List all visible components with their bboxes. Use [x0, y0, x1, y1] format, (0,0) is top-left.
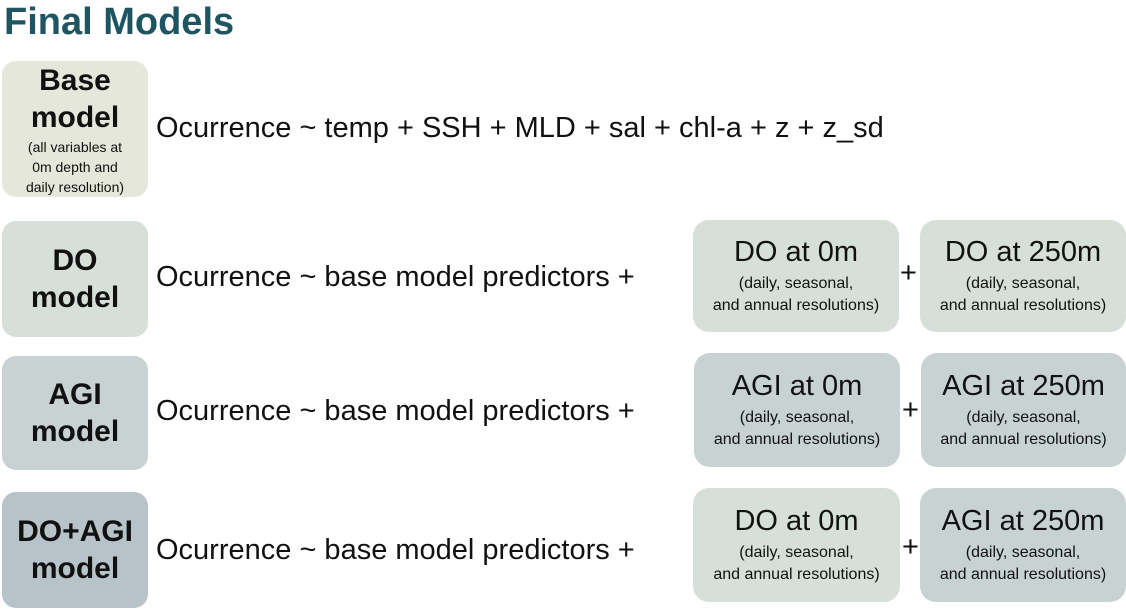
do-agi-model-title-line2: model [30, 552, 120, 585]
do-agi-model-predictor-1-note: (daily, seasonal, and annual resolutions… [713, 542, 879, 586]
note-line: and annual resolutions) [713, 431, 881, 448]
agi-model-predictor-1: AGI at 0m (daily, seasonal, and annual r… [694, 353, 900, 467]
agi-model-predictor-2-note: (daily, seasonal, and annual resolutions… [940, 407, 1106, 451]
note-line: (daily, seasonal, [739, 544, 854, 561]
do-agi-model-plus: + [902, 531, 919, 563]
do-agi-model-predictor-1: DO at 0m (daily, seasonal, and annual re… [693, 488, 900, 602]
base-model-note-line3: daily resolution) [25, 178, 125, 195]
do-agi-model-predictor-2-name: AGI at 250m [941, 505, 1105, 537]
note-line: and annual resolutions) [713, 566, 880, 583]
note-line: (daily, seasonal, [965, 275, 1081, 292]
do-agi-model-title-line1: DO+AGI [17, 515, 133, 548]
agi-model-plus: + [902, 394, 919, 426]
do-model-predictor-2-note: (daily, seasonal, and annual resolutions… [940, 273, 1106, 317]
do-model-plus: + [900, 257, 917, 289]
agi-model-predictor-2: AGI at 250m (daily, seasonal, and annual… [921, 353, 1126, 467]
note-line: and annual resolutions) [939, 297, 1107, 314]
base-model-note-line2: 0m depth and [32, 158, 118, 175]
do-model-title-line2: model [30, 281, 120, 314]
base-model-equation: Ocurrence ~ temp + SSH + MLD + sal + chl… [156, 112, 884, 144]
base-model-title-line2: model [30, 100, 120, 134]
base-model-note: (all variables at 0m depth and daily res… [26, 137, 124, 197]
agi-model-predictor-2-name: AGI at 250m [942, 370, 1105, 402]
agi-model-title-line2: model [30, 415, 120, 448]
page-title: Final Models [4, 1, 235, 43]
do-agi-model-predictor-2: AGI at 250m (daily, seasonal, and annual… [920, 488, 1126, 602]
agi-model-title-line1: AGI [48, 378, 102, 411]
do-agi-model-predictor-2-note: (daily, seasonal, and annual resolutions… [940, 542, 1106, 586]
do-model-title-line1: DO [52, 244, 98, 277]
do-agi-model-predictor-1-name: DO at 0m [734, 505, 859, 537]
base-model-title-line1: Base [39, 63, 111, 97]
agi-model-equation: Ocurrence ~ base model predictors + [156, 395, 635, 427]
do-agi-model-label: DO+AGI model [2, 492, 148, 608]
note-line: (daily, seasonal, [738, 275, 854, 292]
note-line: (daily, seasonal, [966, 409, 1081, 426]
agi-model-predictor-1-note: (daily, seasonal, and annual resolutions… [714, 407, 880, 451]
do-model-equation: Ocurrence ~ base model predictors + [156, 261, 635, 293]
note-line: (daily, seasonal, [965, 544, 1081, 561]
note-line: and annual resolutions) [940, 431, 1107, 448]
do-model-label: DO model [2, 221, 148, 337]
do-model-predictor-2: DO at 250m (daily, seasonal, and annual … [920, 220, 1126, 332]
do-model-predictor-2-name: DO at 250m [944, 236, 1102, 268]
do-model-predictor-1-note: (daily, seasonal, and annual resolutions… [713, 273, 879, 317]
base-model-note-line1: (all variables at [27, 138, 123, 155]
do-agi-model-equation: Ocurrence ~ base model predictors + [156, 534, 635, 566]
agi-model-predictor-1-name: AGI at 0m [731, 370, 863, 402]
note-line: and annual resolutions) [712, 297, 880, 314]
note-line: and annual resolutions) [939, 566, 1107, 583]
do-model-predictor-1: DO at 0m (daily, seasonal, and annual re… [693, 220, 899, 332]
note-line: (daily, seasonal, [739, 409, 855, 426]
agi-model-label: AGI model [2, 356, 148, 470]
base-model-label: Base model (all variables at 0m depth an… [2, 61, 148, 197]
do-model-predictor-1-name: DO at 0m [733, 236, 859, 268]
